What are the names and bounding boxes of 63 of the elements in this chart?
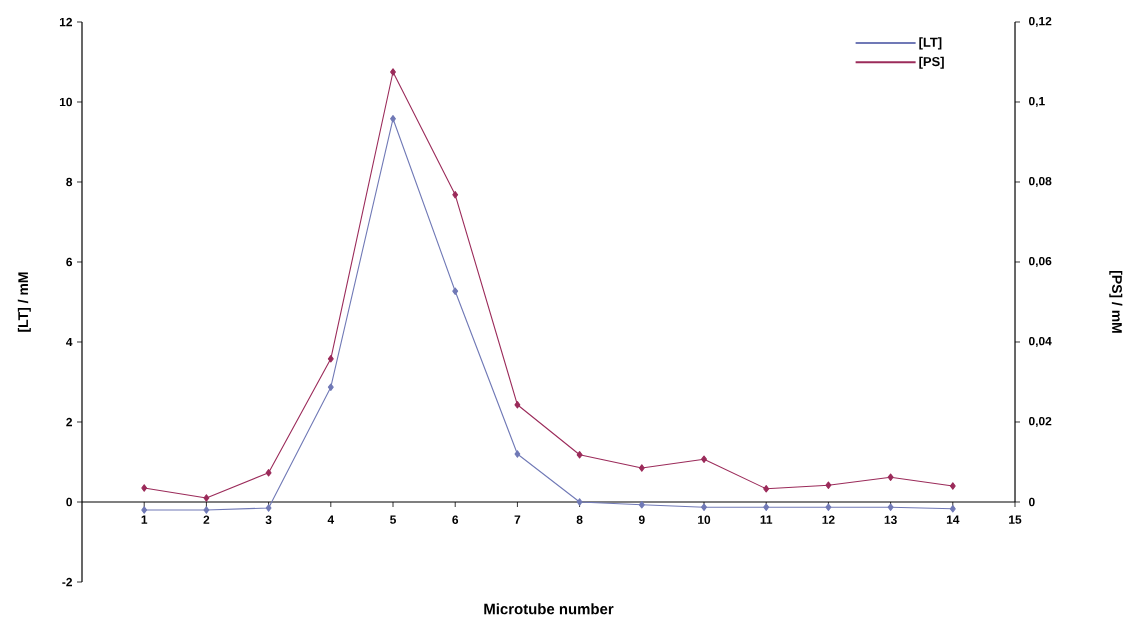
point [452,287,459,295]
point [327,355,334,363]
point [701,455,707,463]
y-tick-label: 8 [66,177,73,187]
y-tick-label: 4 [66,337,73,347]
point [825,481,832,489]
x-tick-label: 9 [638,515,645,524]
point [514,401,521,409]
point [825,503,832,511]
y2-tick-label: 0,04 [1029,336,1052,348]
x-tick-label: 14 [946,515,960,524]
x-tick-label: 13 [884,515,897,524]
y2-tick-label: 0 [1029,497,1035,507]
point [576,451,583,459]
x-tick-label: 12 [822,515,835,524]
point [327,383,334,391]
y-axis-title: [LT] / mM [17,272,31,332]
x-tick-label: 6 [452,515,459,524]
x-tick-label: 2 [203,515,210,524]
point [452,191,459,199]
x-axis-title: Microtube number [484,603,614,615]
y2-tick-label: 0,08 [1029,176,1052,188]
point [265,469,272,477]
x-tick-label: 3 [265,515,272,524]
point [203,506,210,514]
y2-tick-label: 0,1 [1029,96,1045,108]
y2-axis-title: [PS] / mM [1109,271,1123,333]
x-tick-label: 8 [576,515,583,524]
point [949,505,956,513]
x-tick-label: 5 [390,515,396,524]
y2-tick-label: 0,06 [1029,256,1052,268]
x-tick-label: 1 [141,515,148,524]
y-tick-label: 12 [59,17,73,27]
point [265,504,272,512]
x-tick-label: 10 [698,515,711,524]
y-tick-label: 0 [66,497,72,507]
y-tick-label: 2 [66,417,73,427]
point [763,503,770,511]
point [638,464,645,472]
point [514,450,521,458]
point [701,503,707,511]
point [390,68,396,76]
point [141,484,148,492]
x-tick-label: 15 [1009,515,1022,524]
x-tick-label: 4 [327,515,335,524]
point [949,482,956,490]
y-tick-label: -2 [62,577,73,587]
point [141,506,148,514]
y-tick-label: 6 [66,257,73,267]
point [576,498,583,506]
point [887,503,894,511]
x-tick-label: 7 [514,515,521,524]
point [887,473,894,481]
legend-label: [PS] [919,56,944,69]
x-tick-label: 11 [760,515,773,524]
point [390,115,396,123]
point [203,494,210,502]
point [763,485,770,493]
y-tick-label: 10 [59,97,72,107]
legend-label: [LT] [919,37,942,50]
y2-tick-label: 0,02 [1029,416,1052,428]
y2-tick-label: 0,12 [1029,16,1052,28]
point [638,501,645,509]
